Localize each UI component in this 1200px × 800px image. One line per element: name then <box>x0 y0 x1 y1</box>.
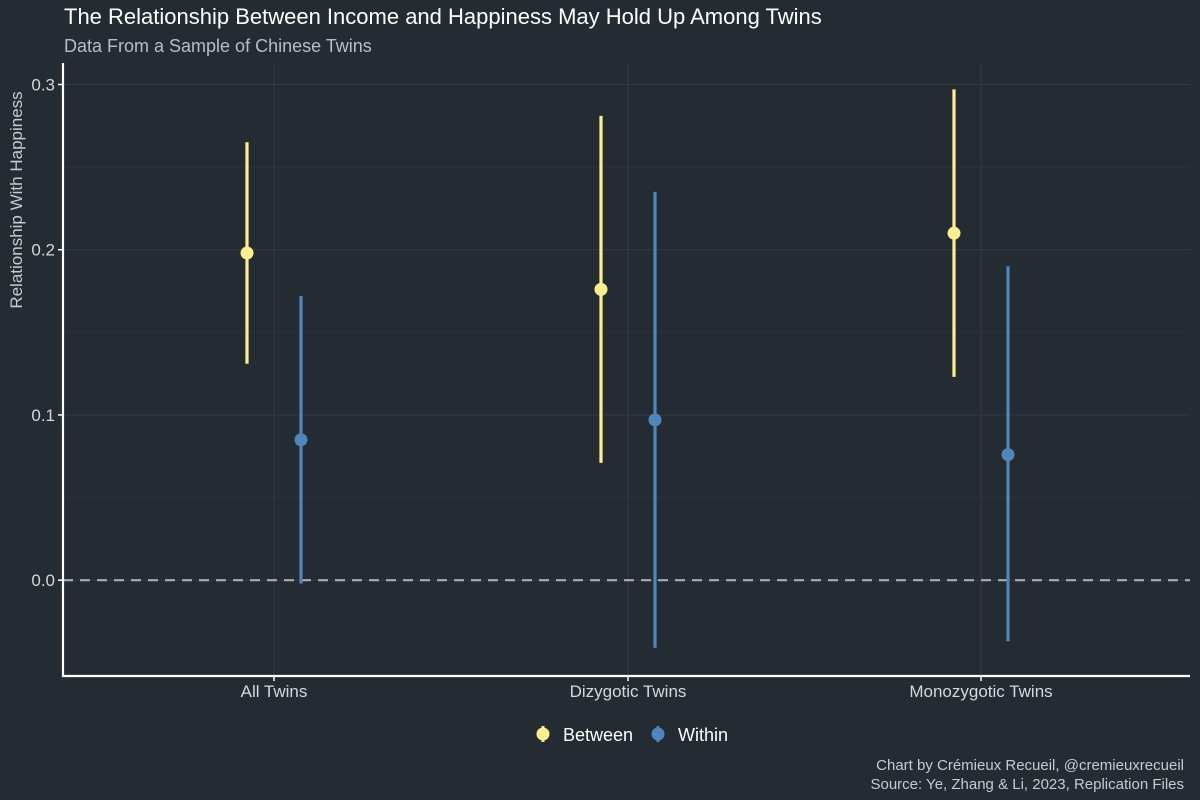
legend-key-point-within <box>651 727 665 741</box>
caption-line-2: Source: Ye, Zhang & Li, 2023, Replicatio… <box>870 776 1184 793</box>
y-tick-label: 0.0 <box>31 571 55 590</box>
y-tick-label: 0.2 <box>31 241 55 260</box>
caption: Chart by Crémieux Recueil, @cremieuxrecu… <box>870 757 1184 793</box>
point-within-all-twins <box>294 433 308 447</box>
y-tick-label: 0.1 <box>31 406 55 425</box>
y-tick-label: 0.3 <box>31 75 55 94</box>
gridlines <box>63 63 1190 676</box>
chart-title: The Relationship Between Income and Happ… <box>64 4 822 29</box>
caption-line-1: Chart by Crémieux Recueil, @cremieuxrecu… <box>876 757 1184 774</box>
axes: 0.0 0.1 0.2 0.3 All Twins Dizygotic Twins Mono… <box>31 63 1190 701</box>
y-axis-title: Relationship With Happiness <box>7 91 26 308</box>
legend-label-within: Within <box>678 725 728 745</box>
legend-key-point-between <box>536 727 550 741</box>
point-between-all-twins <box>240 246 254 260</box>
legend: Between Within <box>536 725 728 745</box>
x-tick-label: Monozygotic Twins <box>909 682 1052 701</box>
legend-label-between: Between <box>563 725 633 745</box>
x-tick-label: Dizygotic Twins <box>570 682 687 701</box>
point-between-monozygotic-twins <box>947 226 961 240</box>
point-within-dizygotic-twins <box>648 413 662 427</box>
data-marks <box>240 89 1015 648</box>
point-within-monozygotic-twins <box>1001 448 1015 462</box>
chart-subtitle: Data From a Sample of Chinese Twins <box>64 36 372 56</box>
point-between-dizygotic-twins <box>594 282 608 296</box>
x-tick-label: All Twins <box>241 682 308 701</box>
